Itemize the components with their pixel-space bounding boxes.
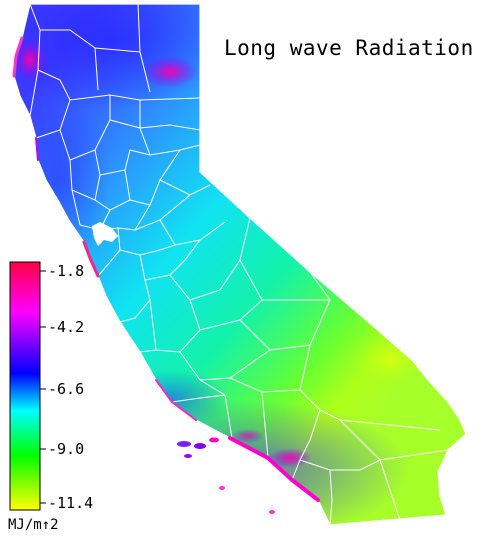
legend-tick-label: -11.4	[48, 494, 94, 512]
legend-tick-label: -6.6	[48, 380, 85, 398]
county-boundaries	[29, 4, 449, 525]
legend-units: MJ/m↑2	[8, 517, 59, 533]
california-state-fill	[14, 4, 466, 525]
legend-tick-label: -4.2	[48, 318, 85, 336]
coastal-fringe	[12, 36, 320, 502]
map-title: Long wave Radiation	[224, 36, 474, 60]
channel-islands	[177, 437, 275, 514]
legend-tick-label: -1.8	[48, 262, 85, 280]
legend-colorbar	[9, 261, 41, 511]
legend-tick-marks	[40, 270, 46, 504]
bay-water	[92, 222, 118, 246]
legend-tick-label: -9.0	[48, 440, 85, 458]
